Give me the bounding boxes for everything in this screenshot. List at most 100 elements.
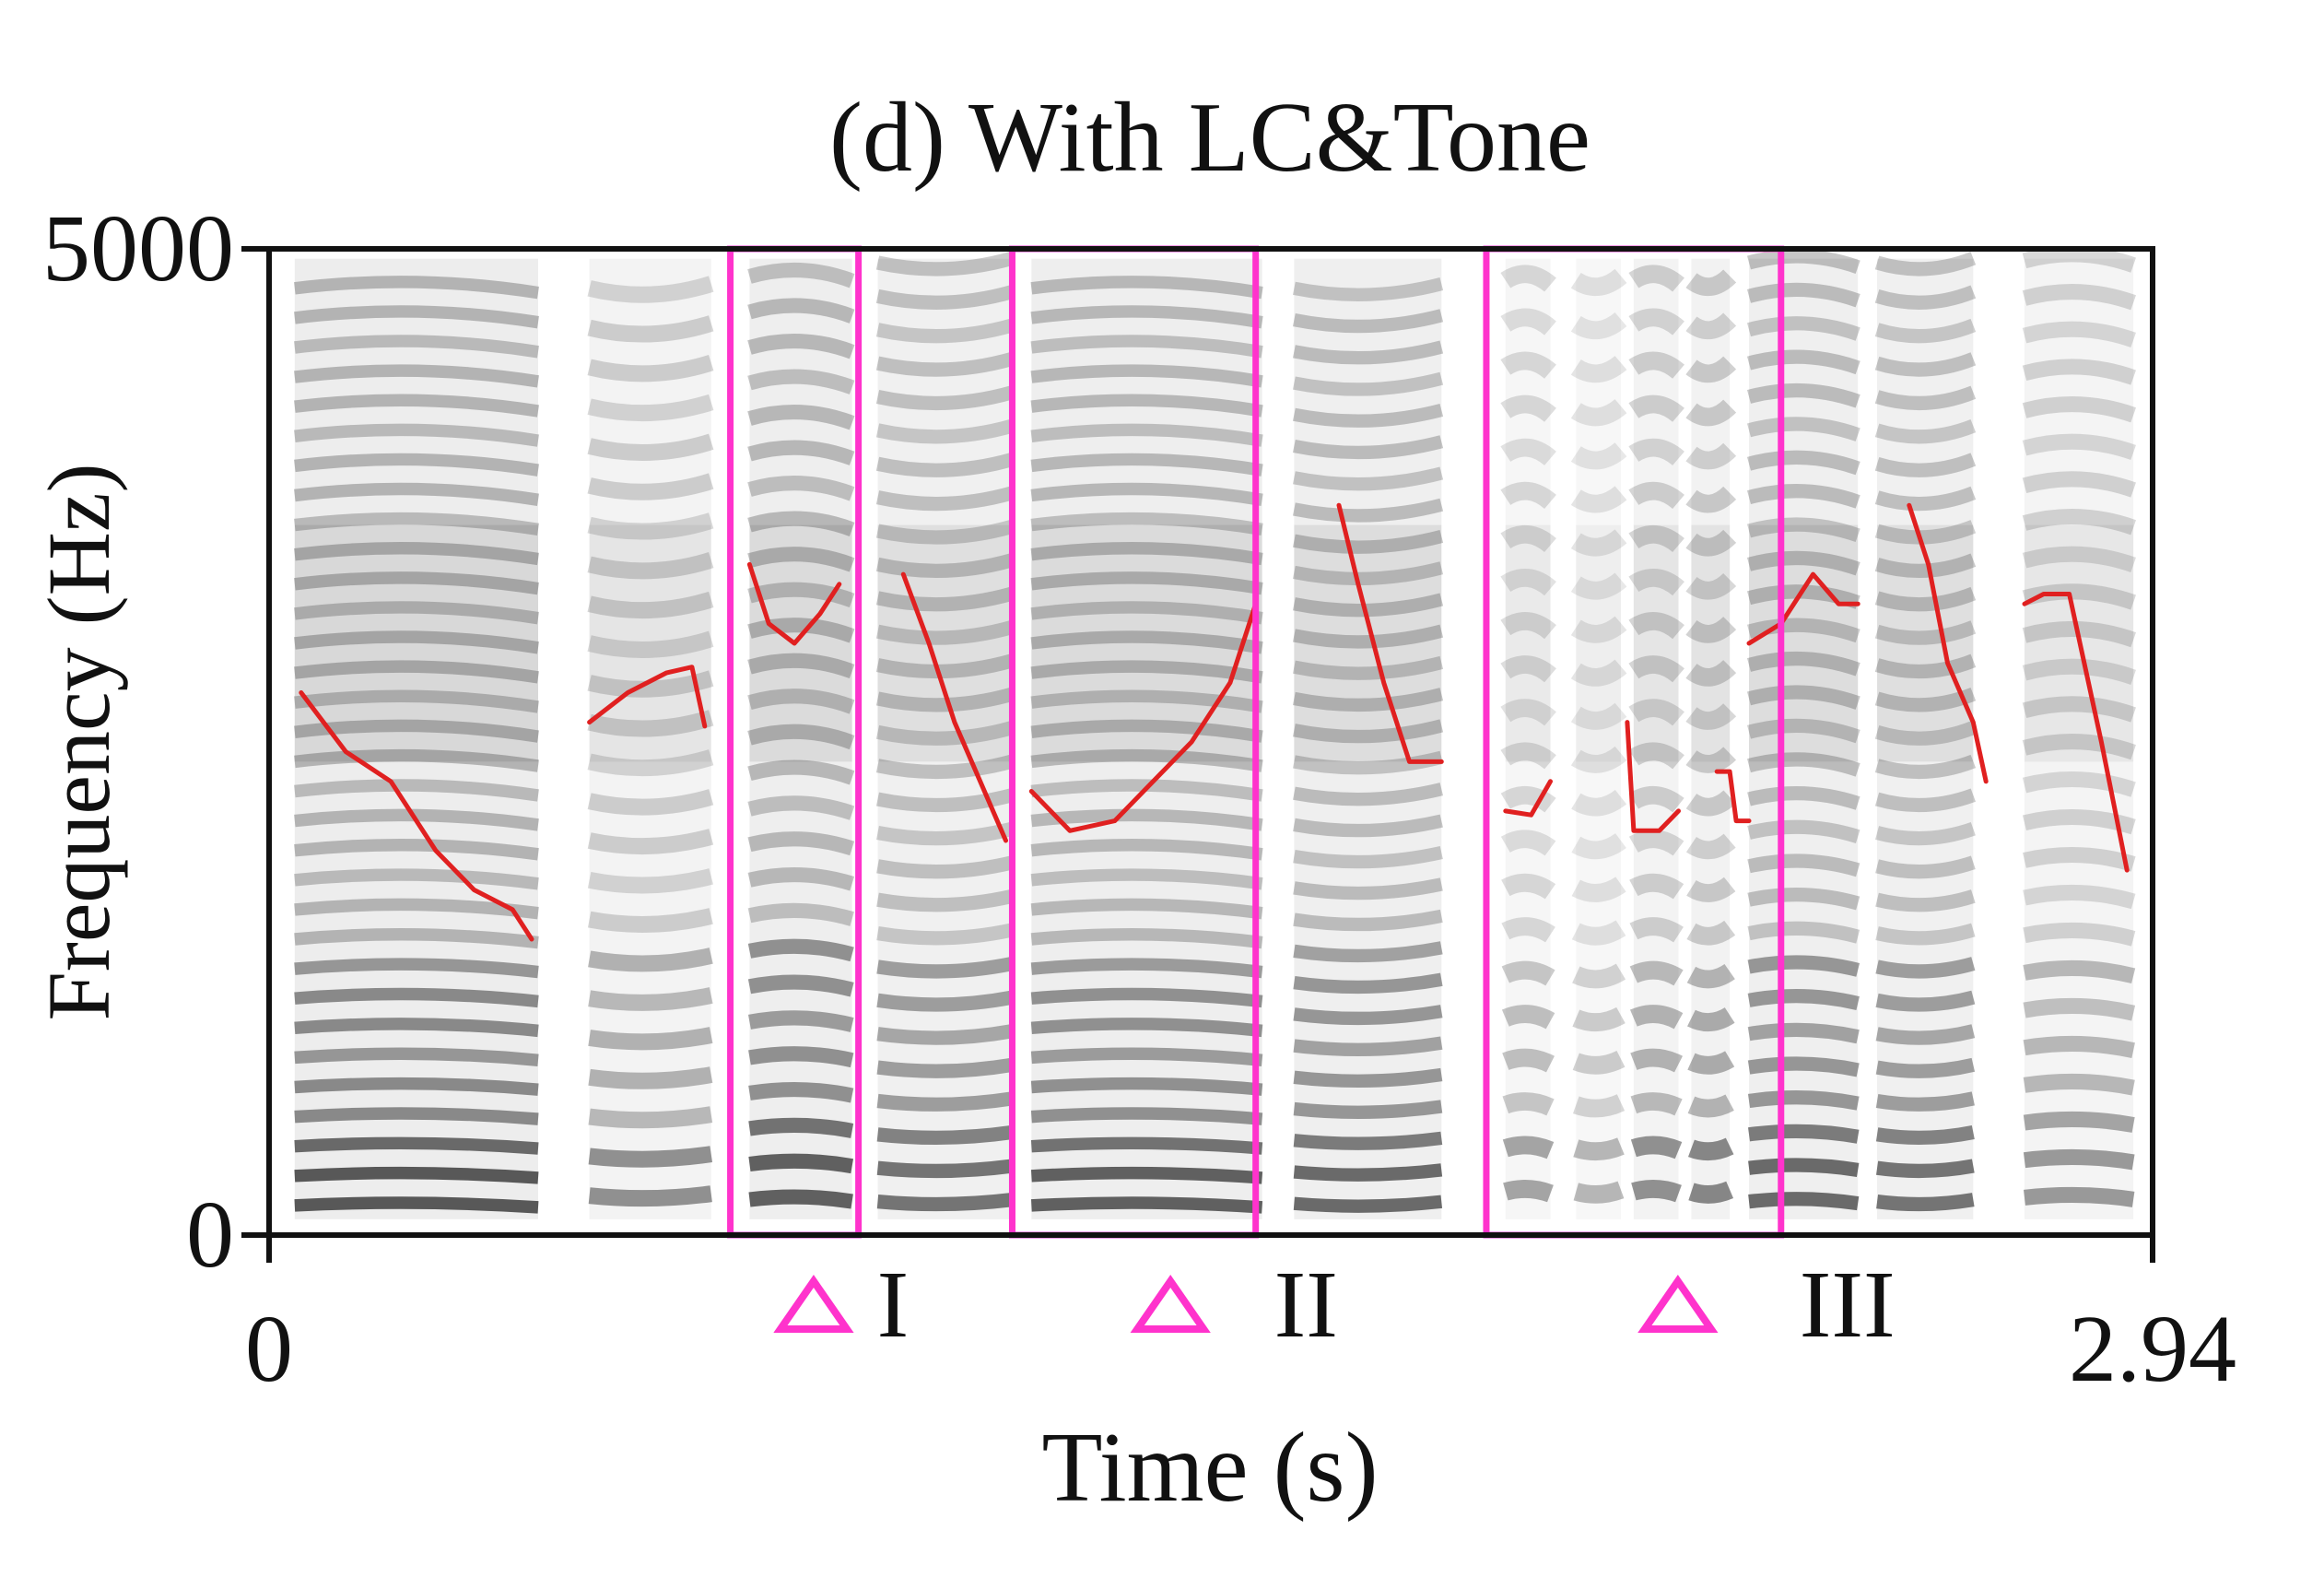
harmonic-band	[1571, 920, 1626, 946]
harmonic-band	[1747, 1022, 1860, 1044]
harmonic-band	[1030, 838, 1263, 861]
syllable-haze	[2024, 258, 2134, 1219]
harmonic-band	[294, 808, 539, 831]
harmonic-band	[1685, 833, 1736, 860]
harmonic-band	[1628, 612, 1684, 640]
harmonic-band	[1748, 1192, 1860, 1211]
harmonic-band	[1030, 689, 1263, 713]
harmonic-band	[1503, 1180, 1554, 1203]
harmonic-band	[1030, 958, 1263, 979]
syllable-haze	[589, 258, 711, 1219]
harmonic-band	[747, 511, 855, 537]
harmonic-band	[587, 670, 714, 698]
harmonic-band	[1628, 830, 1684, 856]
harmonic-band	[1874, 352, 1977, 377]
harmonic-band	[1500, 394, 1556, 423]
harmonic-band	[1747, 517, 1860, 543]
harmonic-band	[1501, 873, 1556, 900]
harmonic-band	[1685, 356, 1737, 383]
harmonic-band	[1570, 702, 1627, 730]
harmonic-band	[294, 630, 540, 654]
harmonic-band	[876, 821, 1015, 846]
pitch-contour	[900, 571, 1008, 843]
harmonic-band	[1686, 877, 1736, 902]
pitch-contour	[1625, 720, 1681, 833]
harmonic-band	[875, 553, 1015, 578]
harmonic-band	[1628, 308, 1684, 335]
syllable-segment	[747, 258, 855, 1219]
harmonic-band	[875, 653, 1015, 679]
harmonic-band	[587, 355, 714, 383]
harmonic-band	[294, 660, 540, 684]
harmonic-band	[1570, 746, 1627, 773]
harmonic-band	[1685, 659, 1737, 687]
harmonic-band	[1629, 917, 1684, 943]
harmonic-band	[294, 928, 539, 949]
harmonic-band	[1293, 783, 1443, 806]
triangle-marker-icon	[1637, 1274, 1719, 1333]
harmonic-band	[1500, 525, 1556, 553]
formant-band	[1294, 524, 1442, 762]
harmonic-band	[1030, 305, 1263, 329]
harmonic-band	[1572, 1094, 1626, 1118]
harmonic-band	[587, 789, 714, 816]
harmonic-band	[875, 385, 1015, 411]
harmonic-band	[1685, 616, 1737, 643]
harmonic-band	[747, 831, 855, 856]
harmonic-band	[1030, 1018, 1263, 1038]
formant-band	[1505, 524, 1551, 762]
harmonic-band	[1628, 351, 1684, 380]
harmonic-band	[1293, 1195, 1443, 1213]
chart-title: (d) With LC&Tone	[829, 83, 1590, 193]
harmonic-band	[1500, 786, 1556, 813]
harmonic-band	[1500, 612, 1556, 640]
harmonic-band	[1500, 655, 1556, 683]
harmonic-band	[1030, 512, 1263, 536]
harmonic-band	[1685, 442, 1737, 470]
harmonic-band	[294, 1107, 539, 1125]
pitch-contour	[1028, 601, 1259, 833]
triangle-marker-icon	[773, 1274, 854, 1333]
harmonic-band	[875, 453, 1015, 477]
harmonic-band	[1292, 593, 1444, 618]
harmonic-band	[1501, 917, 1555, 943]
highlight-label: I	[877, 1252, 910, 1358]
harmonic-band	[587, 710, 714, 737]
harmonic-band	[2022, 508, 2136, 536]
harmonic-band	[587, 473, 714, 500]
harmonic-band	[294, 512, 540, 536]
harmonic-band	[1500, 742, 1556, 770]
harmonic-band	[2023, 1186, 2135, 1207]
harmonic-band	[1747, 1090, 1860, 1111]
y-tick-label: 0	[186, 1182, 234, 1288]
harmonic-band	[875, 351, 1015, 377]
pitch-contour	[1714, 769, 1752, 824]
harmonic-band	[587, 315, 714, 343]
harmonic-band	[875, 418, 1015, 444]
harmonic-band	[876, 1193, 1014, 1212]
harmonic-band	[294, 335, 540, 359]
syllable-segment	[1030, 258, 1263, 1219]
harmonic-band	[1573, 1181, 1625, 1204]
harmonic-band	[1030, 542, 1263, 566]
harmonic-band	[1747, 383, 1860, 408]
harmonic-band	[2022, 546, 2136, 572]
harmonic-band	[1747, 955, 1860, 977]
harmonic-band	[1628, 481, 1684, 510]
harmonic-band	[1030, 1196, 1263, 1214]
formant-band	[1031, 524, 1262, 762]
syllable-segment	[2022, 249, 2136, 1219]
harmonic-band	[1030, 1107, 1263, 1125]
harmonic-band	[294, 364, 540, 388]
harmonic-band	[1292, 561, 1444, 586]
formant-band	[294, 524, 538, 762]
harmonic-band	[294, 958, 539, 979]
harmonic-band	[1874, 520, 1977, 545]
harmonic-band	[1570, 616, 1627, 643]
harmonic-band	[1500, 481, 1556, 510]
harmonic-band	[1570, 312, 1627, 340]
harmonic-band	[1292, 498, 1444, 523]
harmonic-band	[1685, 790, 1736, 817]
harmonic-band	[1874, 486, 1977, 512]
harmonic-band	[1747, 752, 1860, 777]
